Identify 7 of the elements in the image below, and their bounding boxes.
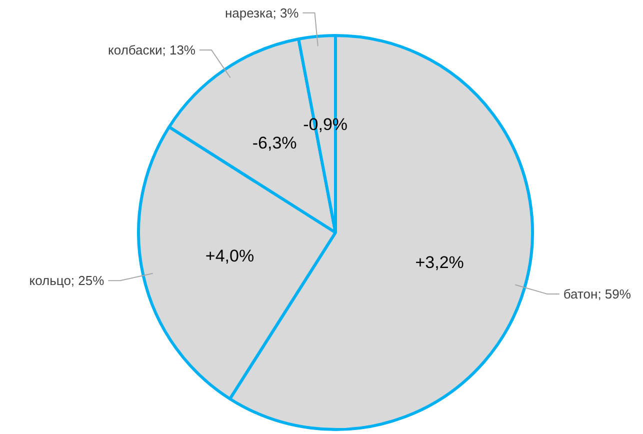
slice-label: колбаски; 13% (108, 42, 196, 58)
slice-label: батон; 59% (563, 286, 632, 302)
text: +4,0% (205, 246, 254, 266)
text: -6,3% (252, 133, 297, 152)
slice-label: кольцо; 25% (29, 273, 105, 288)
text: +3,2% (415, 253, 464, 272)
slice-label: нарезка; 3% (224, 5, 300, 20)
